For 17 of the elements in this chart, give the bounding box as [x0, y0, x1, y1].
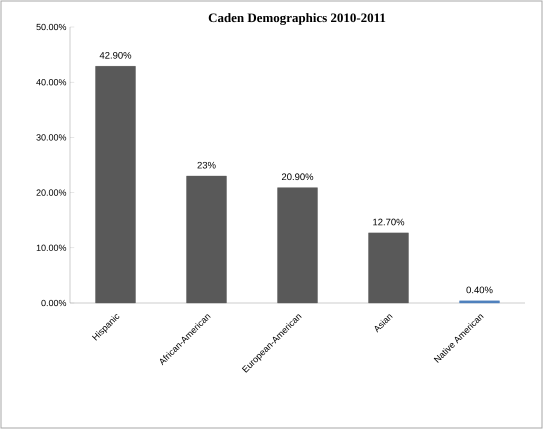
- data-label: 23%: [198, 162, 216, 169]
- y-tick-label: 40.00%: [36, 79, 66, 86]
- bar: [95, 66, 136, 304]
- y-tick-label: 50.00%: [36, 24, 66, 30]
- data-label: 12.70%: [373, 218, 404, 226]
- data-label: 0.40%: [466, 286, 493, 294]
- bar: [368, 232, 409, 304]
- y-tick-label: 20.00%: [36, 189, 66, 196]
- bar: [277, 187, 318, 304]
- bar: [459, 300, 500, 304]
- data-label: 20.90%: [282, 173, 314, 180]
- y-tick-label: 30.00%: [36, 134, 66, 141]
- bar: [186, 176, 227, 304]
- chart-title: Caden Demographics 2010-2011: [208, 13, 386, 25]
- data-label: 42.90%: [100, 52, 132, 59]
- y-tick-label: 0.00%: [41, 300, 66, 306]
- y-tick-label: 10.00%: [36, 244, 66, 251]
